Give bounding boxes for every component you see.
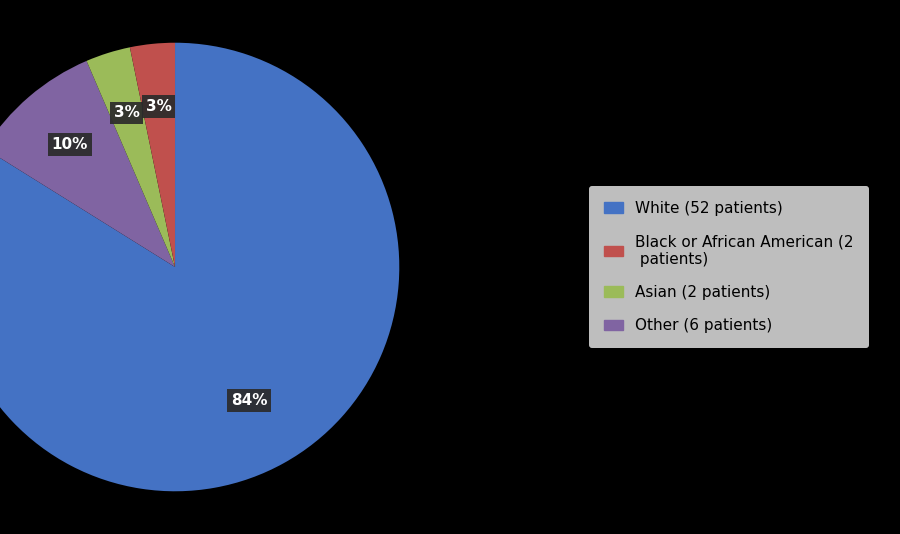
Legend: White (52 patients), Black or African American (2
 patients), Asian (2 patients): White (52 patients), Black or African Am… bbox=[590, 185, 868, 349]
Wedge shape bbox=[130, 43, 175, 267]
Wedge shape bbox=[86, 48, 175, 267]
Text: 3%: 3% bbox=[146, 99, 172, 114]
Wedge shape bbox=[0, 61, 175, 267]
Text: 10%: 10% bbox=[51, 137, 88, 152]
Text: 3%: 3% bbox=[113, 105, 140, 121]
Wedge shape bbox=[0, 43, 400, 491]
Text: 84%: 84% bbox=[230, 393, 267, 408]
